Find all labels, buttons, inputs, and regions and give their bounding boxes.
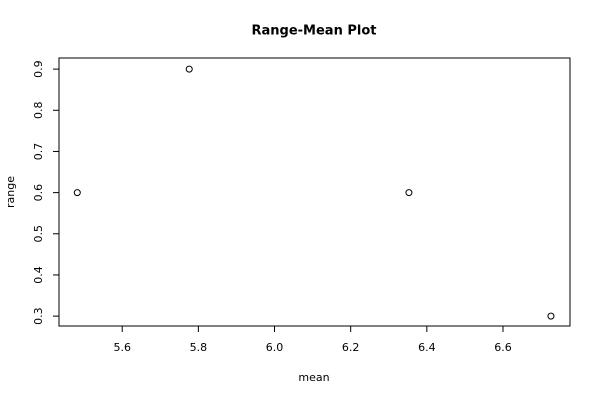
y-tick-label: 0.6 — [32, 184, 45, 202]
y-tick-label: 0.9 — [32, 60, 45, 78]
chart-title: Range-Mean Plot — [252, 24, 377, 39]
x-tick-label: 5.8 — [190, 341, 208, 354]
plot-box — [58, 57, 571, 327]
y-axis-label: range — [4, 176, 17, 208]
y-tick-label: 0.7 — [32, 143, 45, 161]
y-tick-label: 0.5 — [32, 225, 45, 243]
y-tick-label: 0.3 — [32, 307, 45, 325]
x-tick-label: 5.6 — [113, 341, 131, 354]
x-tick-label: 6.2 — [342, 341, 360, 354]
point — [547, 312, 555, 320]
x-tick-label: 6.4 — [418, 341, 436, 354]
point — [405, 189, 413, 197]
x-tick-label: 6.0 — [266, 341, 284, 354]
y-tick-label: 0.4 — [32, 266, 45, 284]
point — [73, 189, 81, 197]
x-tick-label: 6.6 — [494, 341, 512, 354]
x-axis-label: mean — [298, 371, 329, 384]
y-tick-label: 0.8 — [32, 102, 45, 120]
point — [185, 65, 193, 73]
